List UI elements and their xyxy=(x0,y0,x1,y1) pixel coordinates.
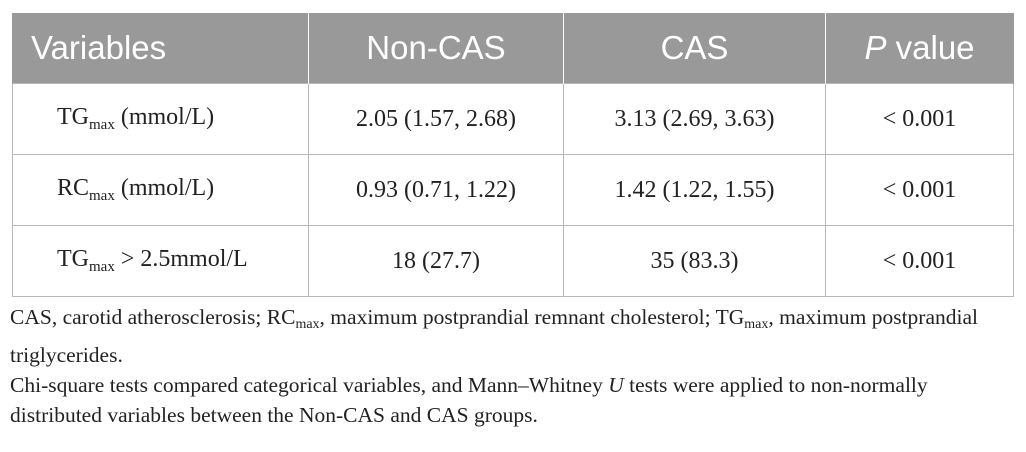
note-text: CAS, carotid atherosclerosis; RC xyxy=(10,305,296,329)
results-table-container: Variables Non-CAS CAS P value TGmax (mmo… xyxy=(12,13,1014,297)
abbreviations-note: CAS, carotid atherosclerosis; RCmax, max… xyxy=(10,302,1016,370)
cell-cas: 35 (83.3) xyxy=(563,225,826,297)
cell-p-value: < 0.001 xyxy=(825,83,1014,155)
variable-name: TG xyxy=(57,246,89,272)
header-cas: CAS xyxy=(563,13,826,84)
variable-unit: (mmol/L) xyxy=(114,104,215,130)
cell-cas: 3.13 (2.69, 3.63) xyxy=(563,83,826,155)
header-non-cas: Non-CAS xyxy=(308,13,564,84)
header-p-letter: P xyxy=(864,29,887,66)
variable-subscript: max xyxy=(89,117,115,133)
variable-subscript: max xyxy=(89,259,115,275)
note-subscript: max xyxy=(295,317,320,332)
header-p-value: P value xyxy=(825,13,1014,84)
cell-cas: 1.42 (1.22, 1.55) xyxy=(563,154,826,226)
note-subscript: max xyxy=(744,317,769,332)
table-row: RCmax (mmol/L) 0.93 (0.71, 1.22) 1.42 (1… xyxy=(12,154,1014,226)
cell-non-cas: 2.05 (1.57, 2.68) xyxy=(308,83,564,155)
table-footnotes: CAS, carotid atherosclerosis; RCmax, max… xyxy=(10,302,1016,430)
cell-p-value: < 0.001 xyxy=(825,225,1014,297)
note-text: tests were applied to non-normally distr… xyxy=(10,373,928,427)
header-p-suffix: value xyxy=(886,29,975,66)
row-variable: RCmax (mmol/L) xyxy=(12,154,309,226)
variable-name: TG xyxy=(57,104,89,130)
note-text: Chi-square tests compared categorical va… xyxy=(10,373,609,397)
variable-unit: > 2.5mmol/L xyxy=(114,246,248,272)
cell-non-cas: 18 (27.7) xyxy=(308,225,564,297)
row-variable: TGmax > 2.5mmol/L xyxy=(12,225,309,297)
note-italic: U xyxy=(608,373,624,397)
methods-note: Chi-square tests compared categorical va… xyxy=(10,370,1016,430)
note-text: , maximum postprandial remnant cholester… xyxy=(319,305,745,329)
row-variable: TGmax (mmol/L) xyxy=(12,83,309,155)
variable-subscript: max xyxy=(89,188,115,204)
table-row: TGmax (mmol/L) 2.05 (1.57, 2.68) 3.13 (2… xyxy=(12,83,1014,155)
table-header-row: Variables Non-CAS CAS P value xyxy=(12,13,1014,84)
cell-non-cas: 0.93 (0.71, 1.22) xyxy=(308,154,564,226)
table-row: TGmax > 2.5mmol/L 18 (27.7) 35 (83.3) < … xyxy=(12,225,1014,297)
results-table: Variables Non-CAS CAS P value TGmax (mmo… xyxy=(12,13,1014,297)
cell-p-value: < 0.001 xyxy=(825,154,1014,226)
variable-name: RC xyxy=(57,175,90,201)
variable-unit: (mmol/L) xyxy=(114,175,215,201)
note-text: , maximum postprandial triglycerides. xyxy=(10,305,978,367)
header-variables: Variables xyxy=(12,13,309,84)
